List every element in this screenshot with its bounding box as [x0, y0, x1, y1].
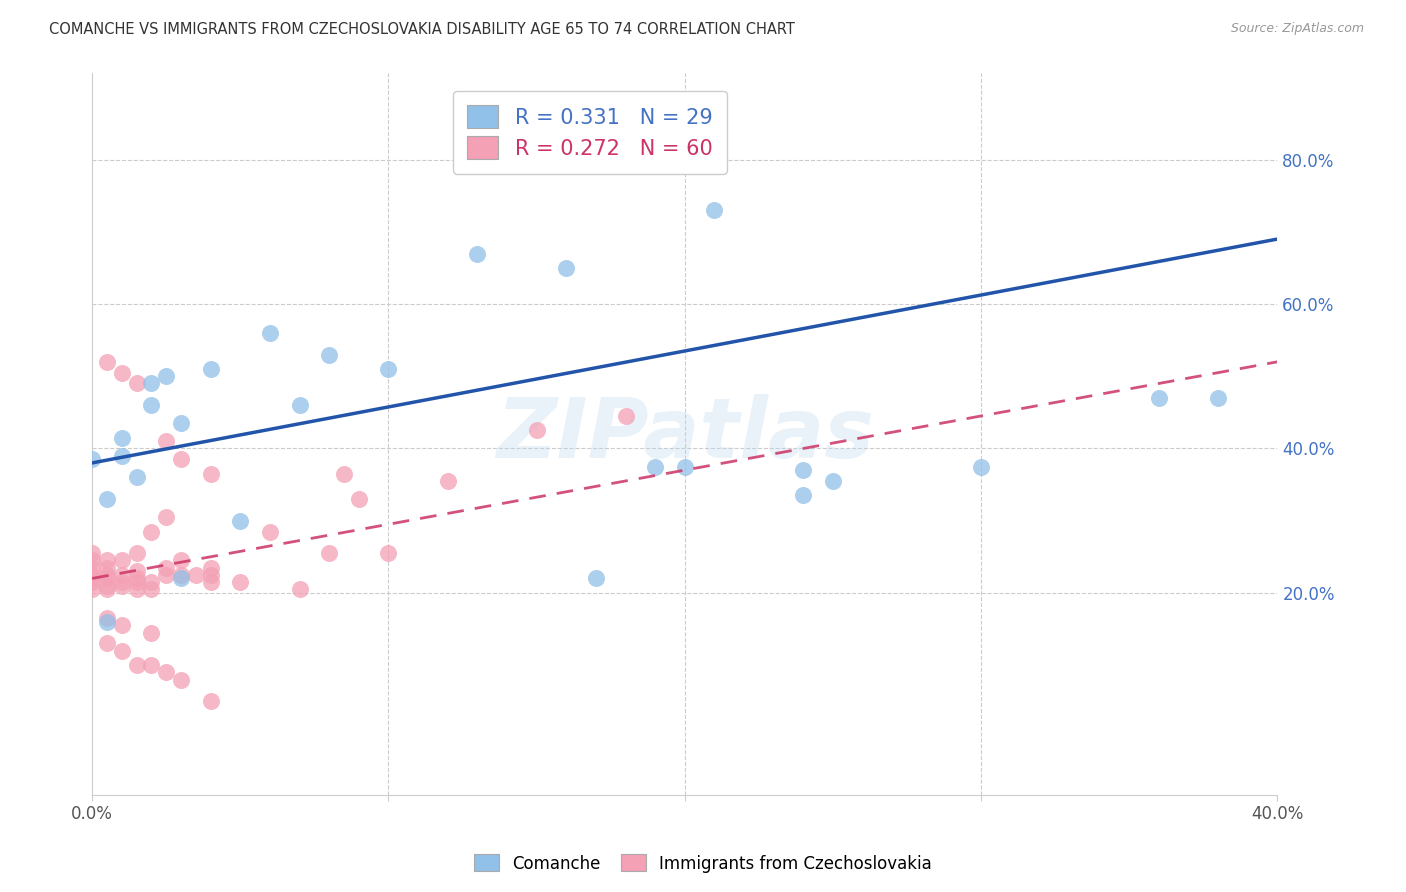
- Point: [229, 575, 252, 590]
- Point: [141, 376, 163, 391]
- Point: [96, 355, 118, 369]
- Point: [644, 459, 666, 474]
- Point: [170, 416, 193, 430]
- Point: [96, 579, 118, 593]
- Point: [82, 546, 104, 560]
- Legend: R = 0.331   N = 29, R = 0.272   N = 60: R = 0.331 N = 29, R = 0.272 N = 60: [453, 91, 727, 174]
- Point: [125, 582, 148, 597]
- Point: [821, 474, 844, 488]
- Point: [111, 449, 134, 463]
- Point: [82, 582, 104, 597]
- Text: COMANCHE VS IMMIGRANTS FROM CZECHOSLOVAKIA DISABILITY AGE 65 TO 74 CORRELATION C: COMANCHE VS IMMIGRANTS FROM CZECHOSLOVAK…: [49, 22, 794, 37]
- Point: [170, 571, 193, 585]
- Point: [1206, 391, 1229, 405]
- Legend: Comanche, Immigrants from Czechoslovakia: Comanche, Immigrants from Czechoslovakia: [467, 847, 939, 880]
- Point: [703, 203, 725, 218]
- Point: [377, 546, 399, 560]
- Point: [111, 579, 134, 593]
- Point: [614, 409, 637, 423]
- Point: [377, 362, 399, 376]
- Point: [111, 366, 134, 380]
- Point: [141, 575, 163, 590]
- Point: [155, 567, 177, 582]
- Point: [200, 567, 222, 582]
- Point: [333, 467, 356, 481]
- Point: [125, 575, 148, 590]
- Point: [170, 673, 193, 687]
- Point: [155, 665, 177, 680]
- Point: [111, 431, 134, 445]
- Point: [82, 575, 104, 590]
- Point: [96, 560, 118, 574]
- Point: [467, 246, 489, 260]
- Point: [111, 553, 134, 567]
- Point: [229, 514, 252, 528]
- Point: [259, 524, 281, 539]
- Point: [96, 636, 118, 650]
- Point: [82, 567, 104, 582]
- Point: [288, 398, 311, 412]
- Point: [200, 575, 222, 590]
- Point: [141, 658, 163, 673]
- Point: [792, 463, 814, 477]
- Point: [96, 571, 118, 585]
- Text: ZIPatlas: ZIPatlas: [496, 393, 873, 475]
- Point: [170, 553, 193, 567]
- Point: [170, 567, 193, 582]
- Point: [111, 618, 134, 632]
- Point: [111, 575, 134, 590]
- Point: [288, 582, 311, 597]
- Point: [526, 424, 548, 438]
- Point: [184, 567, 207, 582]
- Point: [141, 625, 163, 640]
- Point: [141, 524, 163, 539]
- Point: [82, 553, 104, 567]
- Point: [125, 564, 148, 578]
- Point: [141, 582, 163, 597]
- Point: [155, 560, 177, 574]
- Point: [111, 643, 134, 657]
- Point: [170, 452, 193, 467]
- Point: [555, 260, 578, 275]
- Text: Source: ZipAtlas.com: Source: ZipAtlas.com: [1230, 22, 1364, 36]
- Point: [200, 467, 222, 481]
- Point: [155, 369, 177, 384]
- Point: [125, 376, 148, 391]
- Point: [96, 553, 118, 567]
- Point: [125, 470, 148, 484]
- Point: [200, 362, 222, 376]
- Point: [82, 571, 104, 585]
- Point: [970, 459, 993, 474]
- Point: [200, 694, 222, 708]
- Point: [673, 459, 696, 474]
- Point: [436, 474, 458, 488]
- Point: [82, 452, 104, 467]
- Point: [585, 571, 607, 585]
- Point: [96, 582, 118, 597]
- Point: [125, 571, 148, 585]
- Point: [155, 434, 177, 449]
- Point: [125, 546, 148, 560]
- Point: [200, 560, 222, 574]
- Point: [96, 491, 118, 506]
- Point: [1147, 391, 1170, 405]
- Point: [792, 488, 814, 502]
- Point: [318, 348, 340, 362]
- Point: [125, 658, 148, 673]
- Point: [96, 567, 118, 582]
- Point: [141, 398, 163, 412]
- Point: [155, 510, 177, 524]
- Point: [96, 611, 118, 625]
- Point: [347, 491, 370, 506]
- Point: [318, 546, 340, 560]
- Point: [259, 326, 281, 340]
- Point: [111, 567, 134, 582]
- Point: [96, 615, 118, 629]
- Point: [82, 560, 104, 574]
